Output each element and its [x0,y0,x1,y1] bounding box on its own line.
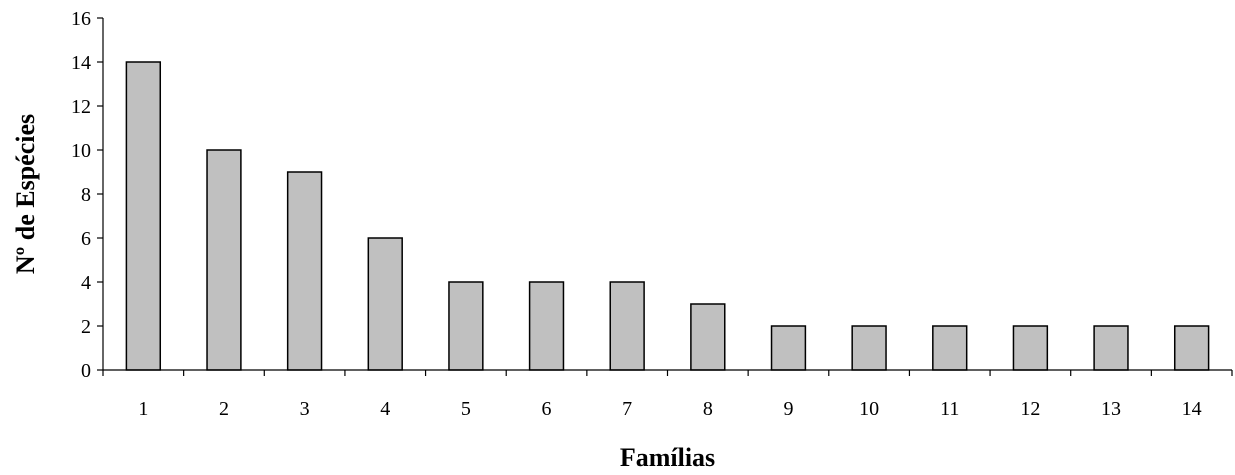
bar-13 [1093,325,1129,371]
axes-group [102,18,1232,371]
bar-6 [528,281,565,371]
bar-3 [286,171,323,371]
bar-8 [690,303,726,371]
x-tick-label-7: 7 [622,398,632,420]
bar-14 [1173,325,1210,371]
x-tick-label-10: 10 [859,398,879,420]
x-tick-label-11: 11 [940,398,959,420]
x-tick-label-8: 8 [703,398,713,420]
y-tick-label-16: 16 [71,8,91,30]
y-tick-label-2: 2 [81,316,91,338]
bar-5 [448,281,484,371]
bar-4 [367,237,403,371]
y-tick-label-6: 6 [81,228,91,250]
bar-10 [851,325,887,371]
x-tick-label-14: 14 [1182,398,1202,420]
x-axis-title: Famílias [620,443,715,472]
x-tick-label-2: 2 [219,398,229,420]
y-tick-label-10: 10 [71,140,91,162]
bar-1 [125,61,162,371]
x-tick-label-4: 4 [380,398,390,420]
x-tick-label-1: 1 [138,398,148,420]
x-tick-label-9: 9 [783,398,793,420]
bar-11 [932,325,968,371]
y-ticks-group: 0 2 4 6 8 10 12 14 16 [71,8,103,382]
bar-12 [1012,325,1049,371]
bar-7 [609,281,645,371]
y-tick-label-4: 4 [81,272,91,294]
bar-9 [770,325,807,371]
y-tick-label-0: 0 [81,360,91,382]
bars-group [125,61,1210,371]
x-tick-label-6: 6 [542,398,552,420]
x-tick-label-3: 3 [300,398,310,420]
x-tick-label-13: 13 [1101,398,1121,420]
y-axis-title: Nº de Espécies [11,114,40,274]
x-ticks-group: 1 2 3 4 5 6 7 8 9 10 11 12 13 14 [102,370,1233,420]
y-tick-label-14: 14 [71,52,91,74]
y-tick-label-8: 8 [81,184,91,206]
bar-2 [206,149,242,371]
y-tick-label-12: 12 [71,96,91,118]
x-tick-label-5: 5 [461,398,471,420]
x-tick-label-12: 12 [1020,398,1040,420]
